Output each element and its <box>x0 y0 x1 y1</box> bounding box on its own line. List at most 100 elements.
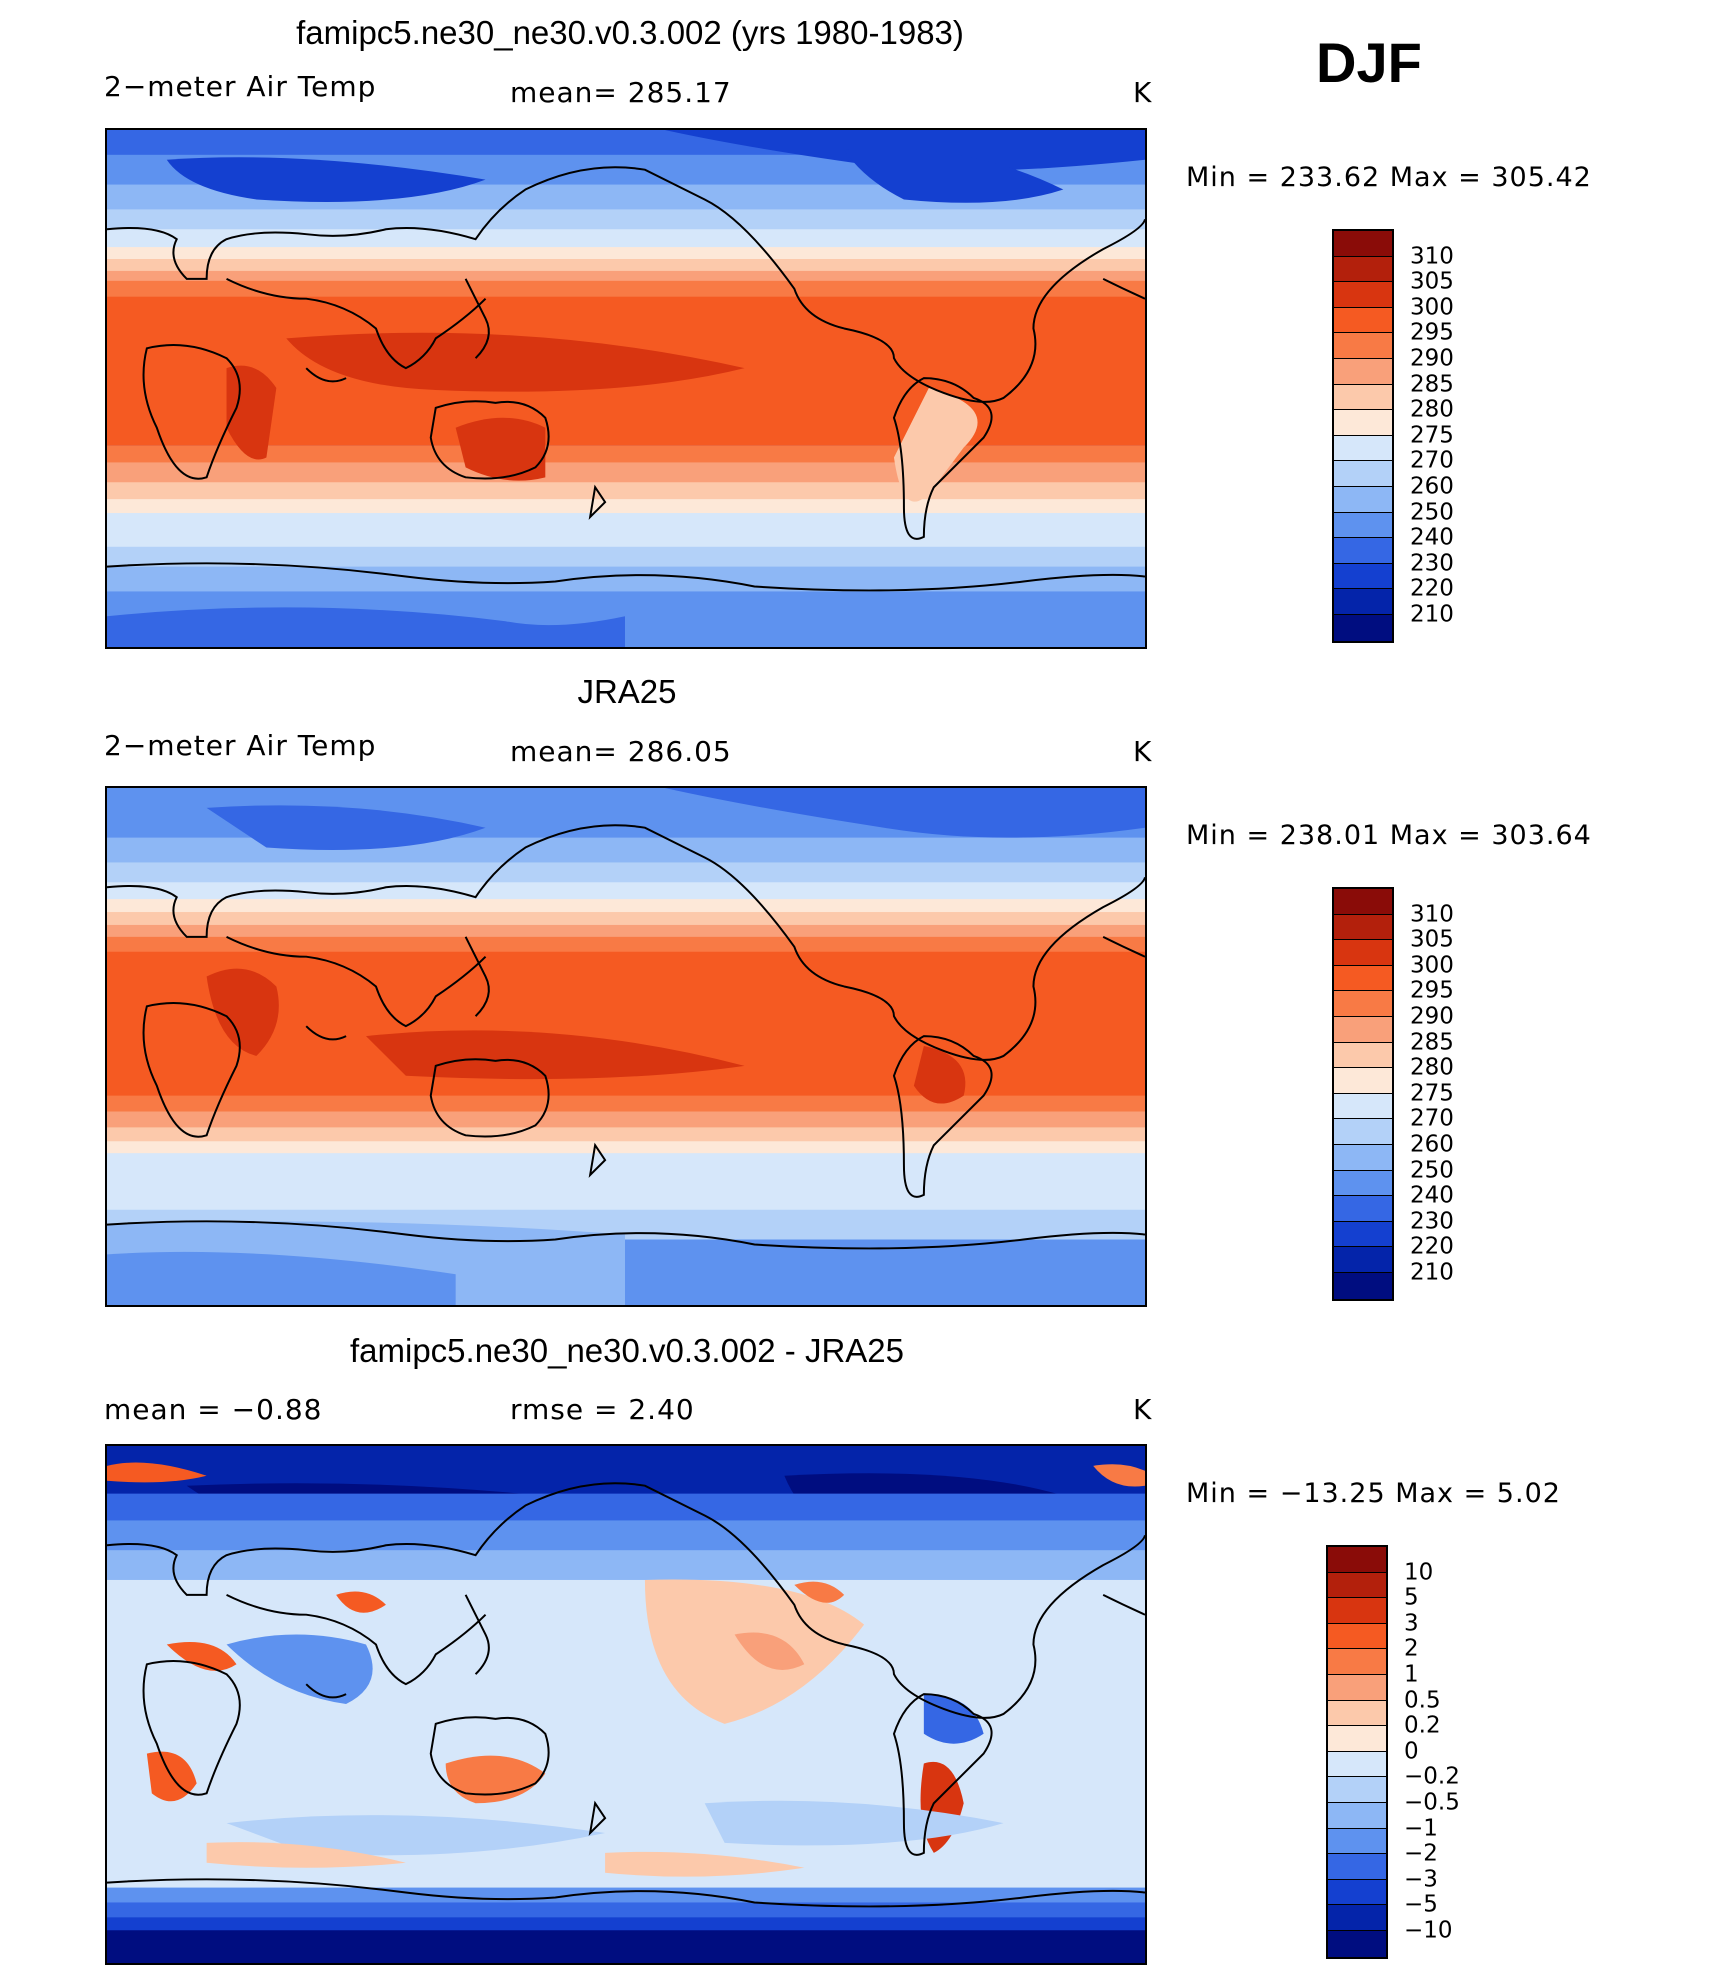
panel-3-colorbar-swatch <box>1328 1700 1386 1727</box>
panel-2-colorbar-tick-label: 250 <box>1410 1157 1454 1184</box>
panel-3-colorbar-swatch <box>1328 1623 1386 1650</box>
panel-2-colorbar-tick-label: 285 <box>1410 1029 1454 1056</box>
panel-2-units-label: K <box>1133 735 1153 768</box>
panel-3-colorbar-swatch <box>1328 1879 1386 1906</box>
panel-2-colorbar-tick-label: 290 <box>1410 1003 1454 1030</box>
panel-3-colorbar-tick-label: −0.2 <box>1404 1763 1460 1790</box>
panel-3-colorbar-swatch <box>1328 1674 1386 1701</box>
panel-3-colorbar-tick-label: −3 <box>1404 1866 1438 1893</box>
panel-3-colorbar-tick-label: 1 <box>1404 1661 1419 1688</box>
panel-3-colorbar-tick-label: −5 <box>1404 1891 1438 1918</box>
panel-1-coastlines <box>107 166 1145 592</box>
panel-2-colorbar-tick-label: 260 <box>1410 1131 1454 1158</box>
panel-2-colorbar-swatch <box>1334 965 1392 992</box>
panel-2-colorbar-tick-label: 300 <box>1410 952 1454 979</box>
panel-3-colorbar-swatch <box>1328 1905 1386 1931</box>
panel-1-colorbar-swatch <box>1334 307 1392 334</box>
panel-2-colorbar-swatch <box>1334 1042 1392 1069</box>
panel-2-coastlines <box>107 824 1145 1250</box>
panel-3-map <box>105 1444 1147 1965</box>
panel-3-min-max: Min = −13.25 Max = 5.02 <box>1186 1478 1561 1509</box>
panel-2-colorbar-swatch <box>1334 991 1392 1017</box>
panel-3-units-label: K <box>1133 1393 1153 1426</box>
panel-3-colorbar-tick-label: −10 <box>1404 1917 1453 1944</box>
panel-2-min-max: Min = 238.01 Max = 303.64 <box>1186 820 1592 851</box>
panel-1-colorbar-swatch <box>1334 486 1392 513</box>
panel-3-colorbar-tick-label: 0 <box>1404 1738 1419 1765</box>
panel-2-colorbar-swatch <box>1334 889 1392 915</box>
panel-1-map-graphic <box>107 130 1145 647</box>
panel-1-colorbar-swatch <box>1334 614 1392 641</box>
panel-2-colorbar-swatch <box>1334 1170 1392 1197</box>
panel-3-colorbar-swatch <box>1328 1930 1386 1957</box>
panel-3-colorbar-tick-label: 0.5 <box>1404 1687 1441 1714</box>
panel-1-colorbar-swatch <box>1334 333 1392 359</box>
panel-2-colorbar-tick-label: 275 <box>1410 1080 1454 1107</box>
panel-1-colorbar-tick-label: 285 <box>1410 371 1454 398</box>
panel-3-colorbar-tick-label: −0.5 <box>1404 1789 1460 1816</box>
panel-3-coastlines <box>107 1482 1145 1908</box>
panel-2-colorbar-swatch <box>1334 1144 1392 1171</box>
panel-2-colorbar-swatch <box>1334 1221 1392 1248</box>
panel-2-title: JRA25 <box>577 673 677 710</box>
panel-2-colorbar-tick-label: 310 <box>1410 901 1454 928</box>
panel-3-colorbar-swatch <box>1328 1547 1386 1573</box>
panel-3-colorbar-swatch <box>1328 1828 1386 1855</box>
panel-2-colorbar-swatch <box>1334 914 1392 941</box>
panel-3-colorbar-swatch <box>1328 1751 1386 1778</box>
panel-1-colorbar-tick-label: 295 <box>1410 319 1454 346</box>
panel-3-title: famipc5.ne30_ne30.v0.3.002 - JRA25 <box>349 1332 905 1369</box>
panel-2-colorbar-swatch <box>1334 940 1392 966</box>
panel-1-title: famipc5.ne30_ne30.v0.3.002 (yrs 1980-198… <box>296 14 964 51</box>
panel-2-colorbar-swatch <box>1334 1093 1392 1120</box>
panel-1-colorbar-swatch <box>1334 435 1392 462</box>
panel-2-colorbar-swatch <box>1334 1016 1392 1043</box>
panel-2-colorbar-tick-label: 270 <box>1410 1105 1454 1132</box>
panel-1-colorbar-swatch <box>1334 589 1392 615</box>
panel-1-temperature-bands <box>107 130 1145 647</box>
panel-1-colorbar-tick-label: 220 <box>1410 575 1454 602</box>
panel-1-colorbar-boxes <box>1332 229 1394 643</box>
panel-1-colorbar-tick-label: 210 <box>1410 601 1454 628</box>
season-label: DJF <box>1316 31 1422 94</box>
panel-3-colorbar-tick-label: 3 <box>1404 1610 1419 1637</box>
panel-3-colorbar-swatch <box>1328 1572 1386 1599</box>
panel-2-map <box>105 786 1147 1307</box>
panel-1-colorbar-tick-label: 290 <box>1410 345 1454 372</box>
panel-1-min-max: Min = 233.62 Max = 305.42 <box>1186 162 1592 193</box>
panel-2-temperature-bands <box>107 788 1145 1305</box>
panel-3-colorbar-tick-label: 0.2 <box>1404 1712 1441 1739</box>
panel-3-colorbar-swatch <box>1328 1854 1386 1880</box>
panel-1-mean-label: mean= 285.17 <box>510 76 732 109</box>
panel-1-colorbar-swatch <box>1334 282 1392 308</box>
panel-3-colorbar-swatch <box>1328 1726 1386 1752</box>
panel-2-colorbar-swatch <box>1334 1247 1392 1273</box>
panel-2-map-graphic <box>107 788 1145 1305</box>
panel-3-rmse-label: rmse = 2.40 <box>510 1393 695 1426</box>
panel-1-map <box>105 128 1147 649</box>
panel-2-colorbar-tick-label: 210 <box>1410 1259 1454 1286</box>
panel-2-colorbar-tick-label: 280 <box>1410 1054 1454 1081</box>
panel-1-colorbar-tick-label: 300 <box>1410 294 1454 321</box>
panel-2-colorbar-tick-label: 305 <box>1410 926 1454 953</box>
panel-1-colorbar-swatch <box>1334 256 1392 283</box>
panel-1-colorbar-swatch <box>1334 461 1392 487</box>
panel-2-colorbar-swatch <box>1334 1119 1392 1145</box>
panel-1-colorbar-swatch <box>1334 563 1392 590</box>
panel-1-colorbar-swatch <box>1334 358 1392 385</box>
panel-3-colorbar-boxes <box>1326 1545 1388 1959</box>
panel-1-colorbar-tick-label: 275 <box>1410 422 1454 449</box>
panel-1-colorbar-swatch <box>1334 384 1392 411</box>
panel-1-colorbar-tick-label: 250 <box>1410 499 1454 526</box>
panel-1-colorbar-swatch <box>1334 512 1392 539</box>
panel-3-map-graphic <box>107 1446 1145 1963</box>
panel-1-colorbar-tick-label: 305 <box>1410 268 1454 295</box>
panel-1-colorbar-tick-label: 240 <box>1410 524 1454 551</box>
panel-1-colorbar-swatch <box>1334 410 1392 436</box>
panel-3-colorbar-swatch <box>1328 1802 1386 1829</box>
panel-3-colorbar-tick-label: −2 <box>1404 1840 1438 1867</box>
panel-1-units-label: K <box>1133 76 1153 109</box>
panel-3-colorbar-tick-label: 10 <box>1404 1559 1434 1586</box>
panel-1-colorbar-swatch <box>1334 538 1392 564</box>
panel-1-variable-label: 2−meter Air Temp <box>104 70 377 103</box>
